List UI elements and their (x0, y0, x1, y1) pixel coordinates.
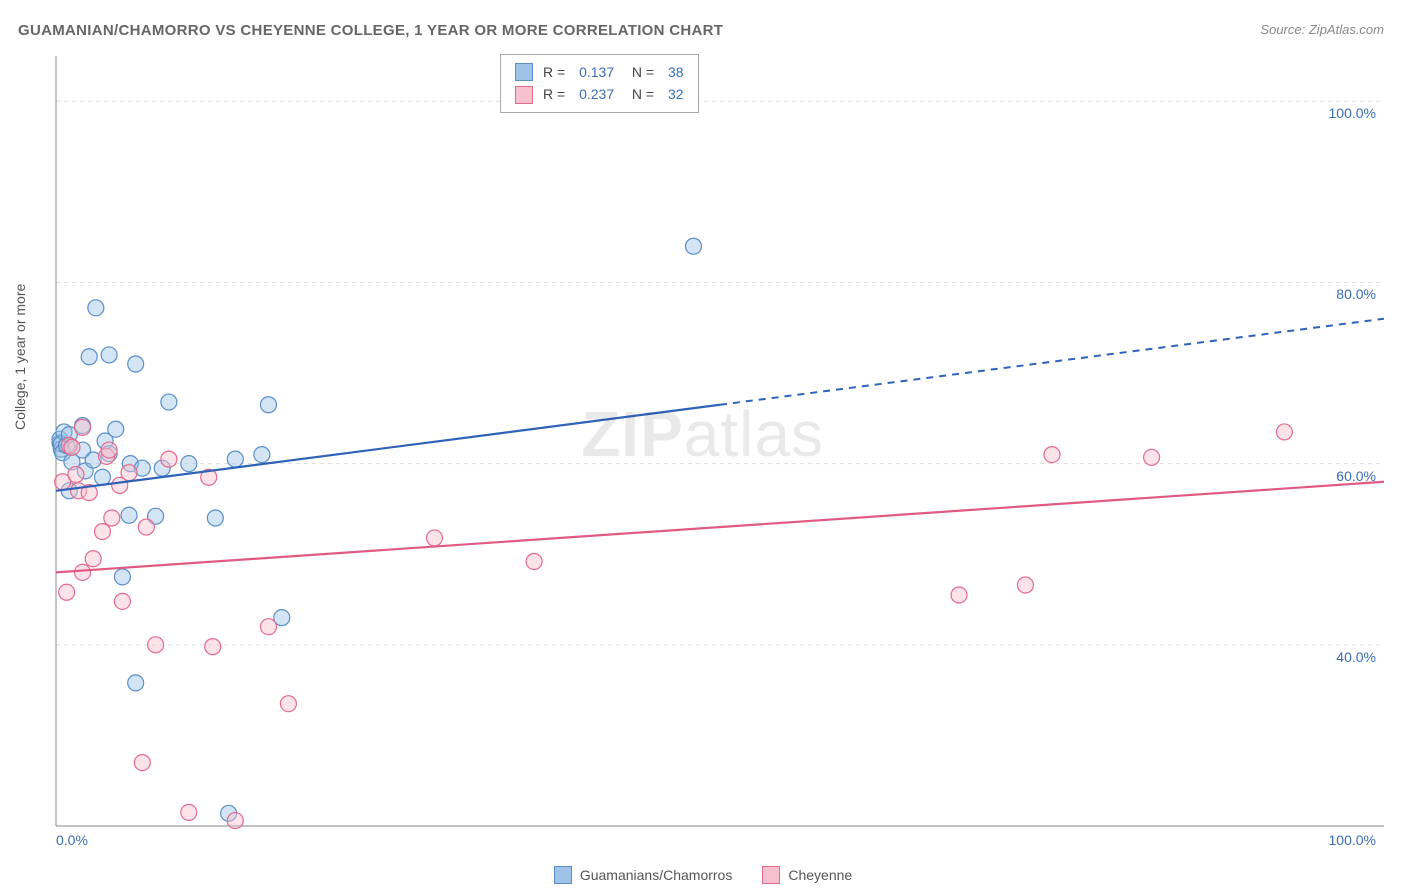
stats-row: R = 0.237 N = 32 (515, 83, 684, 105)
legend-label: Guamanians/Chamorros (580, 867, 733, 883)
stats-r-value: 0.237 (579, 83, 614, 105)
source-label: Source: (1260, 22, 1305, 37)
stats-n-label: N = (624, 61, 658, 83)
chart-plot: ZIPatlas R = 0.137 N = 38R = 0.237 N = 3… (50, 50, 1390, 840)
stats-r-label: R = (543, 61, 569, 83)
legend-swatch (554, 866, 572, 884)
chart-container: GUAMANIAN/CHAMORRO VS CHEYENNE COLLEGE, … (0, 0, 1406, 892)
y-tick-label: 40.0% (1336, 649, 1376, 665)
stats-n-value: 32 (668, 83, 684, 105)
legend-bottom: Guamanians/Chamorros Cheyenne (0, 866, 1406, 884)
stats-row: R = 0.137 N = 38 (515, 61, 684, 83)
source-value: ZipAtlas.com (1309, 22, 1384, 37)
chart-title: GUAMANIAN/CHAMORRO VS CHEYENNE COLLEGE, … (18, 22, 723, 39)
x-tick-label: 0.0% (56, 832, 88, 848)
legend-item: Guamanians/Chamorros (554, 866, 733, 884)
chart-svg (50, 50, 1390, 840)
legend-label: Cheyenne (788, 867, 852, 883)
stats-n-value: 38 (668, 61, 684, 83)
stats-swatch (515, 63, 533, 81)
y-axis-label: College, 1 year or more (12, 284, 28, 430)
y-tick-label: 80.0% (1336, 286, 1376, 302)
legend-item: Cheyenne (762, 866, 852, 884)
stats-r-label: R = (543, 83, 569, 105)
y-tick-label: 100.0% (1329, 105, 1376, 121)
stats-legend-box: R = 0.137 N = 38R = 0.237 N = 32 (500, 54, 699, 113)
x-tick-label: 100.0% (1329, 832, 1376, 848)
source-credit: Source: ZipAtlas.com (1260, 22, 1384, 37)
legend-swatch (762, 866, 780, 884)
stats-n-label: N = (624, 83, 658, 105)
y-tick-label: 60.0% (1336, 468, 1376, 484)
stats-swatch (515, 86, 533, 104)
stats-r-value: 0.137 (579, 61, 614, 83)
